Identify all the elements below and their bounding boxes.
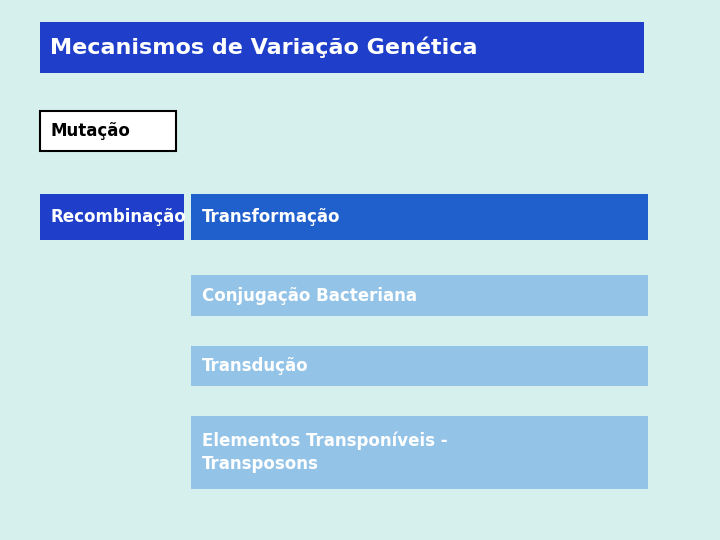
Text: Transdução: Transdução: [202, 357, 308, 375]
FancyBboxPatch shape: [40, 111, 176, 151]
FancyBboxPatch shape: [40, 22, 644, 73]
FancyBboxPatch shape: [191, 194, 648, 240]
Text: Recombinação: Recombinação: [50, 208, 186, 226]
Text: Elementos Transponíveis -
Transposons: Elementos Transponíveis - Transposons: [202, 432, 447, 472]
Text: Mecanismos de Variação Genética: Mecanismos de Variação Genética: [50, 37, 478, 58]
Text: Mutação: Mutação: [50, 122, 130, 140]
Text: Conjugação Bacteriana: Conjugação Bacteriana: [202, 287, 417, 305]
FancyBboxPatch shape: [191, 275, 648, 316]
Text: Transformação: Transformação: [202, 208, 340, 226]
FancyBboxPatch shape: [191, 416, 648, 489]
FancyBboxPatch shape: [40, 194, 184, 240]
FancyBboxPatch shape: [191, 346, 648, 386]
